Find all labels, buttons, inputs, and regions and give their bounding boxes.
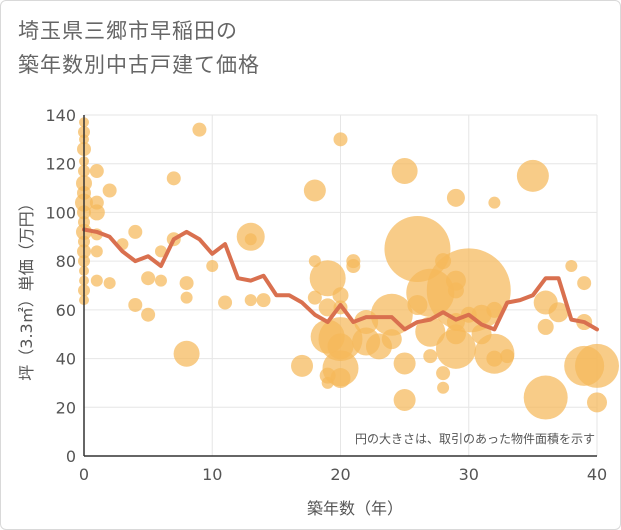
bubble-point bbox=[88, 204, 105, 221]
bubble-point bbox=[391, 158, 418, 185]
bubble-point bbox=[244, 294, 257, 307]
bubble-point bbox=[577, 276, 592, 291]
x-tick-label: 30 bbox=[459, 465, 479, 484]
y-tick-label: 60 bbox=[56, 301, 76, 320]
bubble-point bbox=[307, 290, 322, 305]
chart-title-line2: 築年数別中古戸建て価格 bbox=[18, 53, 260, 77]
bubble-point bbox=[435, 328, 476, 369]
bubble-layer bbox=[75, 117, 619, 420]
bubble-point bbox=[486, 301, 503, 318]
bubble-point bbox=[575, 343, 619, 388]
bubble-point bbox=[423, 349, 438, 364]
bubble-point bbox=[90, 274, 103, 287]
bubble-point bbox=[500, 349, 515, 364]
x-tick-label: 40 bbox=[587, 465, 607, 484]
bubble-point bbox=[516, 159, 549, 192]
bubble-point bbox=[437, 381, 450, 394]
bubble-point bbox=[218, 295, 233, 310]
y-axis-title: 坪（3.3㎡）単価（万円） bbox=[17, 195, 36, 380]
bubble-point bbox=[384, 215, 451, 282]
bubble-point bbox=[102, 183, 117, 198]
bubble-size-note: 円の大きさは、取引のあった物件面積を示す bbox=[355, 431, 595, 446]
bubble-point bbox=[173, 340, 200, 367]
x-tick-label: 0 bbox=[79, 465, 89, 484]
bubble-point bbox=[244, 233, 257, 246]
bubble-point bbox=[179, 276, 194, 291]
bubble-point bbox=[318, 298, 337, 317]
x-tick-label: 20 bbox=[330, 465, 350, 484]
bubble-point bbox=[166, 171, 181, 186]
bubble-point bbox=[346, 259, 361, 274]
bubble-point bbox=[303, 179, 326, 202]
chart-title-line1: 埼玉県三郷市早稲田の bbox=[18, 19, 238, 43]
y-tick-label: 140 bbox=[45, 106, 76, 125]
y-tick-label: 20 bbox=[56, 398, 76, 417]
axes bbox=[83, 115, 597, 457]
bubble-point bbox=[537, 318, 554, 335]
chart-title: 埼玉県三郷市早稲田の 築年数別中古戸建て価格 bbox=[18, 14, 260, 82]
bubble-point bbox=[309, 260, 346, 297]
bubble-point bbox=[548, 302, 569, 323]
y-tick-label: 100 bbox=[45, 203, 76, 222]
tick-labels: 0 20 40 60 80 100 120 140 0 10 20 30 40 bbox=[45, 106, 607, 484]
bubble-point bbox=[381, 329, 402, 350]
bubble-point bbox=[141, 307, 156, 322]
bubble-point bbox=[486, 350, 503, 367]
bubble-point bbox=[291, 354, 314, 377]
line-layer bbox=[82, 227, 599, 332]
y-tick-label: 80 bbox=[56, 252, 76, 271]
bubble-point bbox=[206, 260, 219, 273]
average-price-line bbox=[82, 227, 599, 332]
bubble-point bbox=[103, 277, 116, 290]
bubble-point bbox=[393, 352, 416, 375]
bubble-point bbox=[436, 366, 451, 381]
bubble-point bbox=[154, 274, 167, 287]
y-tick-label: 120 bbox=[45, 155, 76, 174]
x-axis-title: 築年数（年） bbox=[307, 499, 403, 518]
bubble-point bbox=[587, 392, 607, 413]
bubble-point bbox=[415, 316, 446, 347]
bubble-point bbox=[393, 388, 416, 411]
bubble-point bbox=[565, 260, 578, 273]
bubble-point bbox=[128, 297, 143, 312]
bubble-point bbox=[332, 287, 349, 304]
bubble-point bbox=[192, 122, 207, 137]
bubble-point bbox=[180, 291, 193, 304]
bubble-point bbox=[128, 224, 143, 239]
bubble-point bbox=[330, 368, 351, 389]
x-tick-label: 10 bbox=[202, 465, 222, 484]
y-tick-label: 0 bbox=[66, 447, 76, 466]
bubble-point bbox=[90, 245, 103, 258]
bubble-point bbox=[89, 164, 104, 179]
bubble-point bbox=[141, 271, 156, 286]
bubble-point bbox=[333, 132, 348, 147]
bubble-point bbox=[446, 188, 465, 207]
bubble-point bbox=[256, 293, 271, 308]
y-tick-label: 40 bbox=[56, 350, 76, 369]
bubble-point bbox=[154, 245, 167, 258]
bubble-point bbox=[488, 196, 501, 209]
bubble-point bbox=[523, 375, 568, 420]
